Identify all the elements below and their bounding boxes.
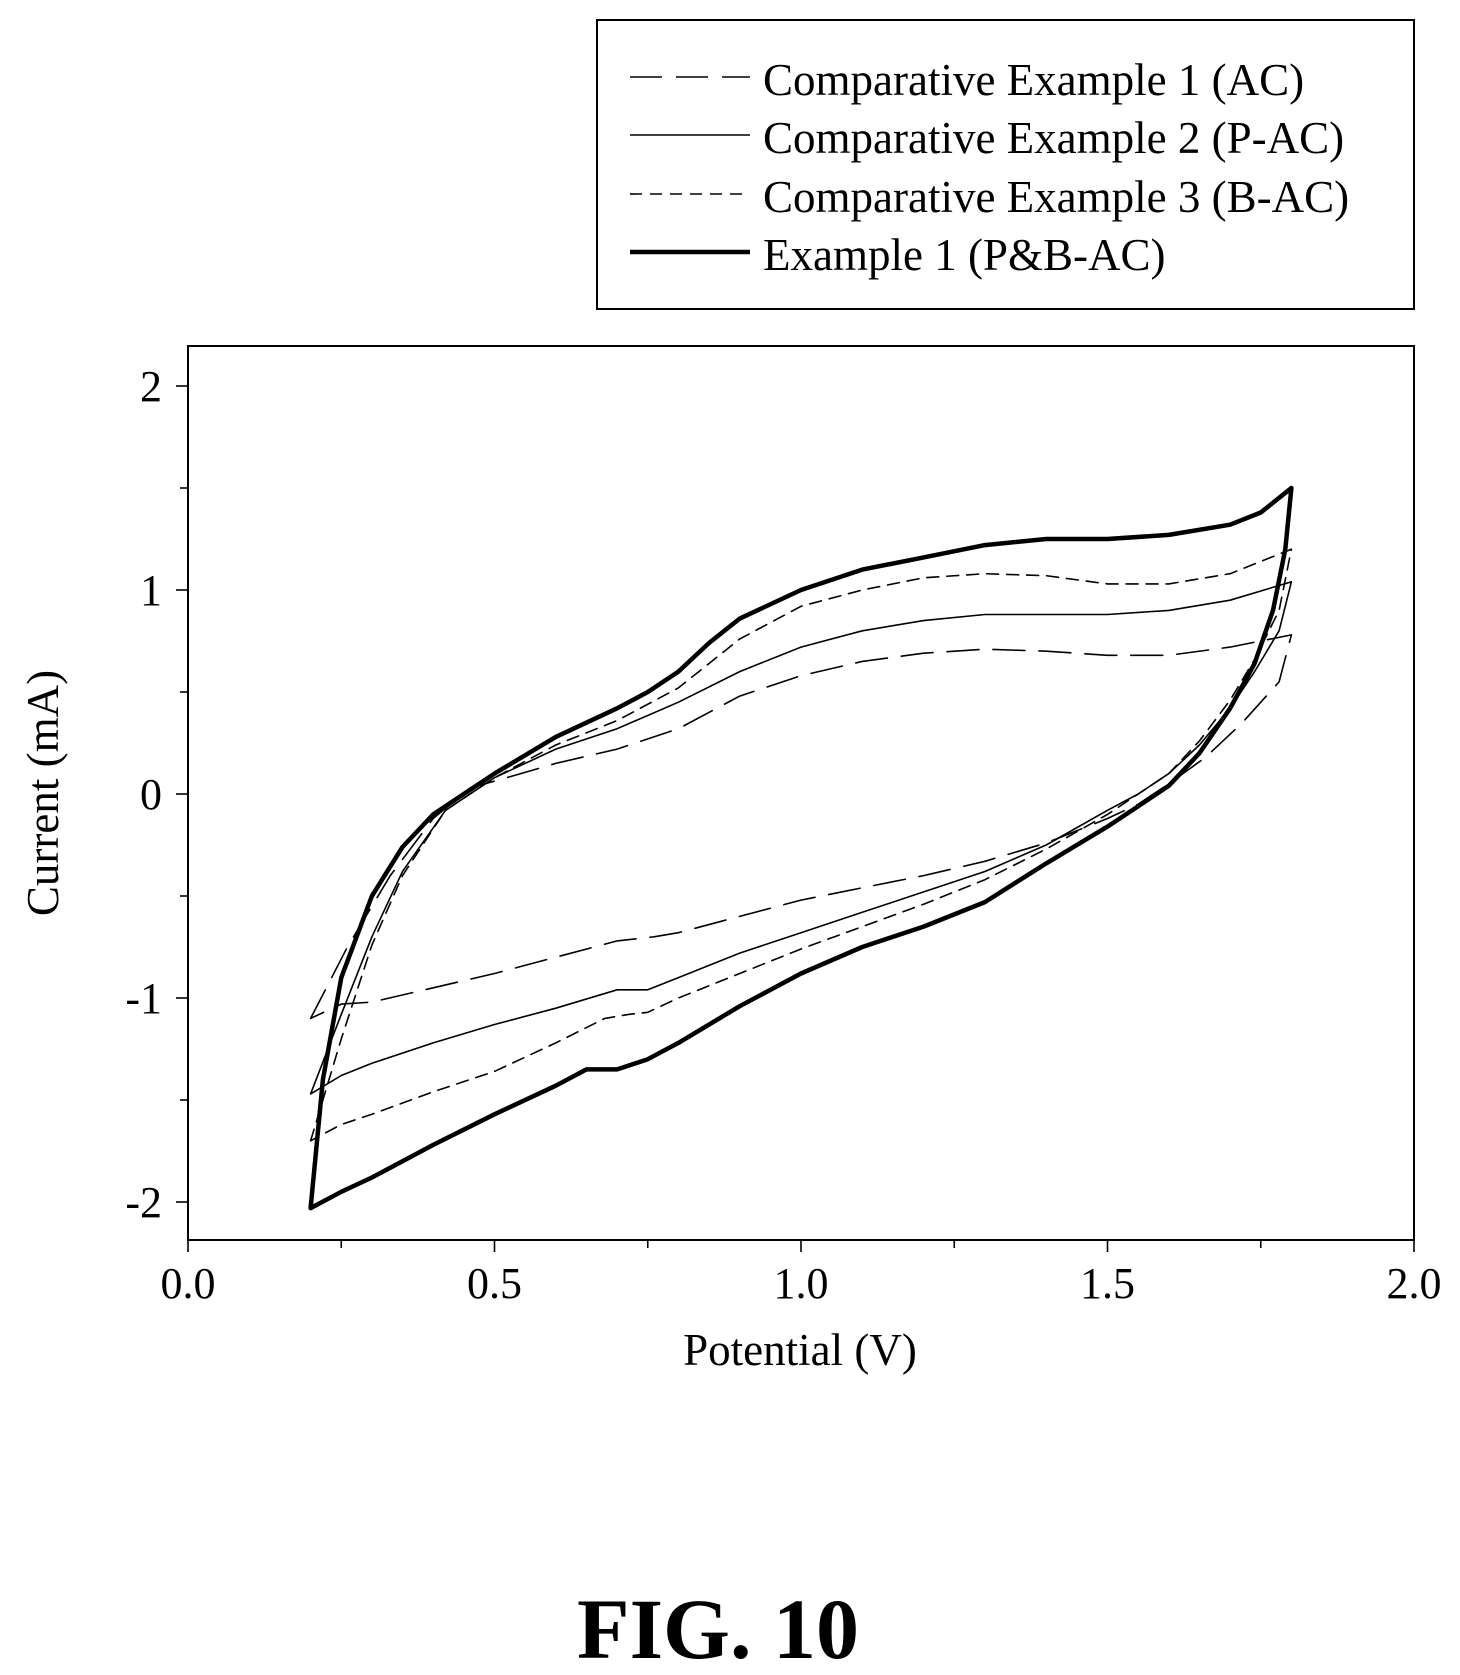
- figure-label: FIG. 10: [577, 1581, 859, 1675]
- x-axis-title: Potential (V): [683, 1325, 917, 1375]
- y-tick-label: -2: [125, 1178, 162, 1227]
- tick-labels: 0.0 0.5 1.0 1.5 2.0 2 1 0 -1 -2: [125, 362, 1441, 1308]
- legend-label-ce1: Comparative Example 1 (AC): [763, 55, 1304, 105]
- legend: Comparative Example 1 (AC) Comparative E…: [596, 19, 1415, 310]
- legend-label-ex1: Example 1 (P&B-AC): [763, 230, 1165, 280]
- plot-frame: [187, 345, 1415, 1241]
- x-tick-label: 1.5: [1080, 1259, 1135, 1308]
- legend-label-ce2: Comparative Example 2 (P-AC): [763, 113, 1344, 163]
- y-tick-label: 1: [140, 566, 162, 615]
- x-tick-label: 0.5: [467, 1259, 522, 1308]
- y-tick-label: 0: [140, 770, 162, 819]
- legend-box: [596, 19, 1415, 310]
- series-line-3: [309, 548, 1293, 1142]
- x-tick-label: 2.0: [1387, 1259, 1442, 1308]
- y-tick-label: -1: [125, 974, 162, 1023]
- series-line-1: [309, 634, 1293, 1020]
- series-line-2: [309, 581, 1293, 1095]
- series-layer: [308, 485, 1294, 1211]
- y-tick-label: 2: [140, 362, 162, 411]
- x-tick-label: 0.0: [161, 1259, 216, 1308]
- series-line-4: [308, 485, 1294, 1211]
- x-tick-label: 1.0: [774, 1259, 829, 1308]
- axis-ticks: [176, 385, 1415, 1252]
- y-axis-title: Current (mA): [18, 670, 68, 916]
- legend-label-ce3: Comparative Example 3 (B-AC): [763, 172, 1349, 222]
